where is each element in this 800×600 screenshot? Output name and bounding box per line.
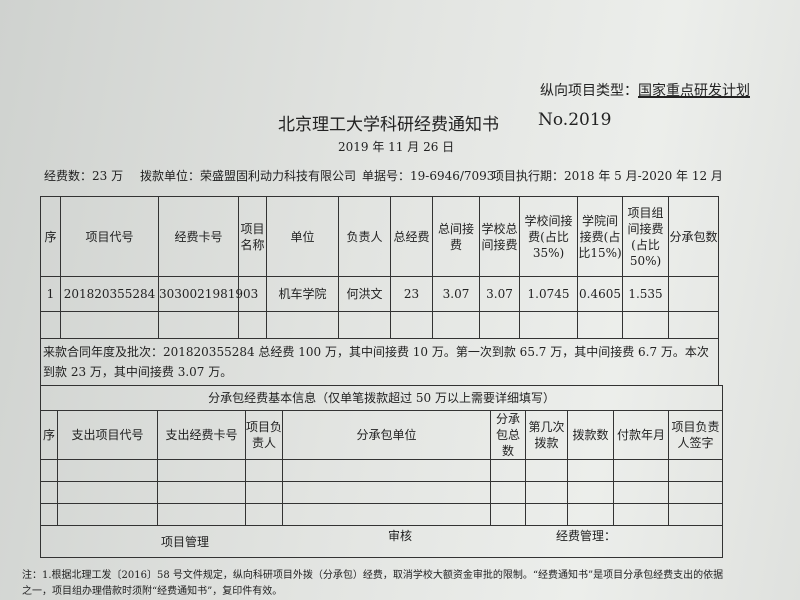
header-cell: 总间接费 xyxy=(432,196,480,277)
header-cell: 负责人 xyxy=(338,196,391,277)
table-cell xyxy=(668,276,719,312)
table-cell: 3.07 xyxy=(432,276,480,312)
document-title: 北京理工大学科研经费通知书 xyxy=(278,115,499,135)
project-type-label: 纵向项目类型： xyxy=(540,83,638,99)
subcontract-title: 分承包经费基本信息（仅单笔拨款超过 50 万以上需要详细填写） xyxy=(39,385,724,411)
table-cell: 201820355284 xyxy=(60,276,159,312)
header-cell: 支出项目代号 xyxy=(57,410,158,460)
header-cell: 学校间接费(占比 35%) xyxy=(519,196,578,277)
project-type-value: 国家重点研发计划 xyxy=(638,83,750,99)
sign-finance: 经费管理： xyxy=(556,529,617,543)
table-cell: 1 xyxy=(40,276,61,312)
note-row: 来款合同年度及批次：201820355284 总经费 100 万，其中间接费 1… xyxy=(40,338,719,386)
header-cell: 分承包总数 xyxy=(490,410,526,460)
sign-review: 审核 xyxy=(388,529,413,543)
header-cell: 项目负责人 xyxy=(245,410,283,460)
project-type: 纵向项目类型：国家重点研发计划 xyxy=(540,80,750,100)
empty-row xyxy=(40,481,724,504)
sign-project-management: 项目管理 xyxy=(161,535,210,549)
header-cell: 拨款数 xyxy=(567,410,614,460)
header-cell: 项目组间接费(占比50%) xyxy=(622,196,669,277)
contract-note: 来款合同年度及批次：201820355284 总经费 100 万，其中间接费 1… xyxy=(40,338,719,386)
table-cell: 1.0745 xyxy=(519,276,578,312)
header-cell: 支出经费卡号 xyxy=(157,410,246,460)
header-cell: 学院间接费(占比15%) xyxy=(577,196,623,277)
table-cell: 3030021981903 xyxy=(158,276,258,312)
header-row: 序 项目代号 经费卡号 项目名称 单位 负责人 总经费 总间接费 学校总间接费 … xyxy=(40,196,719,277)
funds-amount: 经费数：23 万 xyxy=(44,169,124,183)
header-cell: 单位 xyxy=(266,196,339,277)
footnote-line-2: 之一，项目组办理借款时须附“经费通知书”，复印件有效。 xyxy=(22,586,283,597)
table-cell: 1.535 xyxy=(622,276,669,312)
table-cell: 3.07 xyxy=(479,276,520,312)
table-cell: 0.4605 xyxy=(577,276,623,312)
subcontract-table: 分承包经费基本信息（仅单笔拨款超过 50 万以上需要详细填写） 序 支出项目代号… xyxy=(39,385,724,558)
header-cell: 第几次拨款 xyxy=(525,410,568,460)
header-cell: 经费卡号 xyxy=(158,196,239,277)
table-cell: 何洪文 xyxy=(338,276,391,312)
empty-row xyxy=(40,503,724,526)
header-cell: 分承包单位 xyxy=(282,410,491,460)
header-cell: 序 xyxy=(40,196,61,277)
header-cell: 序 xyxy=(40,410,58,460)
table-cell: 机车学院 xyxy=(266,276,339,312)
table-cell: 23 xyxy=(390,276,433,312)
header-cell: 分承包数 xyxy=(668,196,719,277)
signature-row: 项目管理 审核 经费管理： xyxy=(39,525,724,558)
header-cell: 项目负责人签字 xyxy=(667,410,724,460)
payer: 拨款单位：荣盛盟固利动力科技有限公司 xyxy=(140,169,357,183)
header-cell: 学校总间接费 xyxy=(479,196,520,277)
main-funds-table: 序 项目代号 经费卡号 项目名称 单位 负责人 总经费 总间接费 学校总间接费 … xyxy=(40,196,719,386)
document-date: 2019 年 11 月 26 日 xyxy=(338,140,455,154)
empty-row xyxy=(40,311,719,339)
header-row: 序 支出项目代号 支出经费卡号 项目负责人 分承包单位 分承包总数 第几次拨款 … xyxy=(40,410,724,460)
document-number: No.2019 xyxy=(538,110,612,130)
execution-period: 项目执行期：2018 年 5 月-2020 年 12 月 xyxy=(492,169,723,183)
footnote-line-1: 注：1.根据北理工发〔2016〕58 号文件规定，纵向科研项目外拨（分承包）经费… xyxy=(22,570,724,581)
table-row: 1 201820355284 3030021981903 机车学院 何洪文 23… xyxy=(40,276,719,312)
header-cell: 付款年月 xyxy=(613,410,669,460)
header-cell: 总经费 xyxy=(390,196,433,277)
header-cell: 项目代号 xyxy=(60,196,159,277)
voucher-number: 单据号：19-6946/7093 xyxy=(362,169,495,183)
header-cell: 项目名称 xyxy=(238,196,267,277)
empty-row xyxy=(40,459,724,482)
